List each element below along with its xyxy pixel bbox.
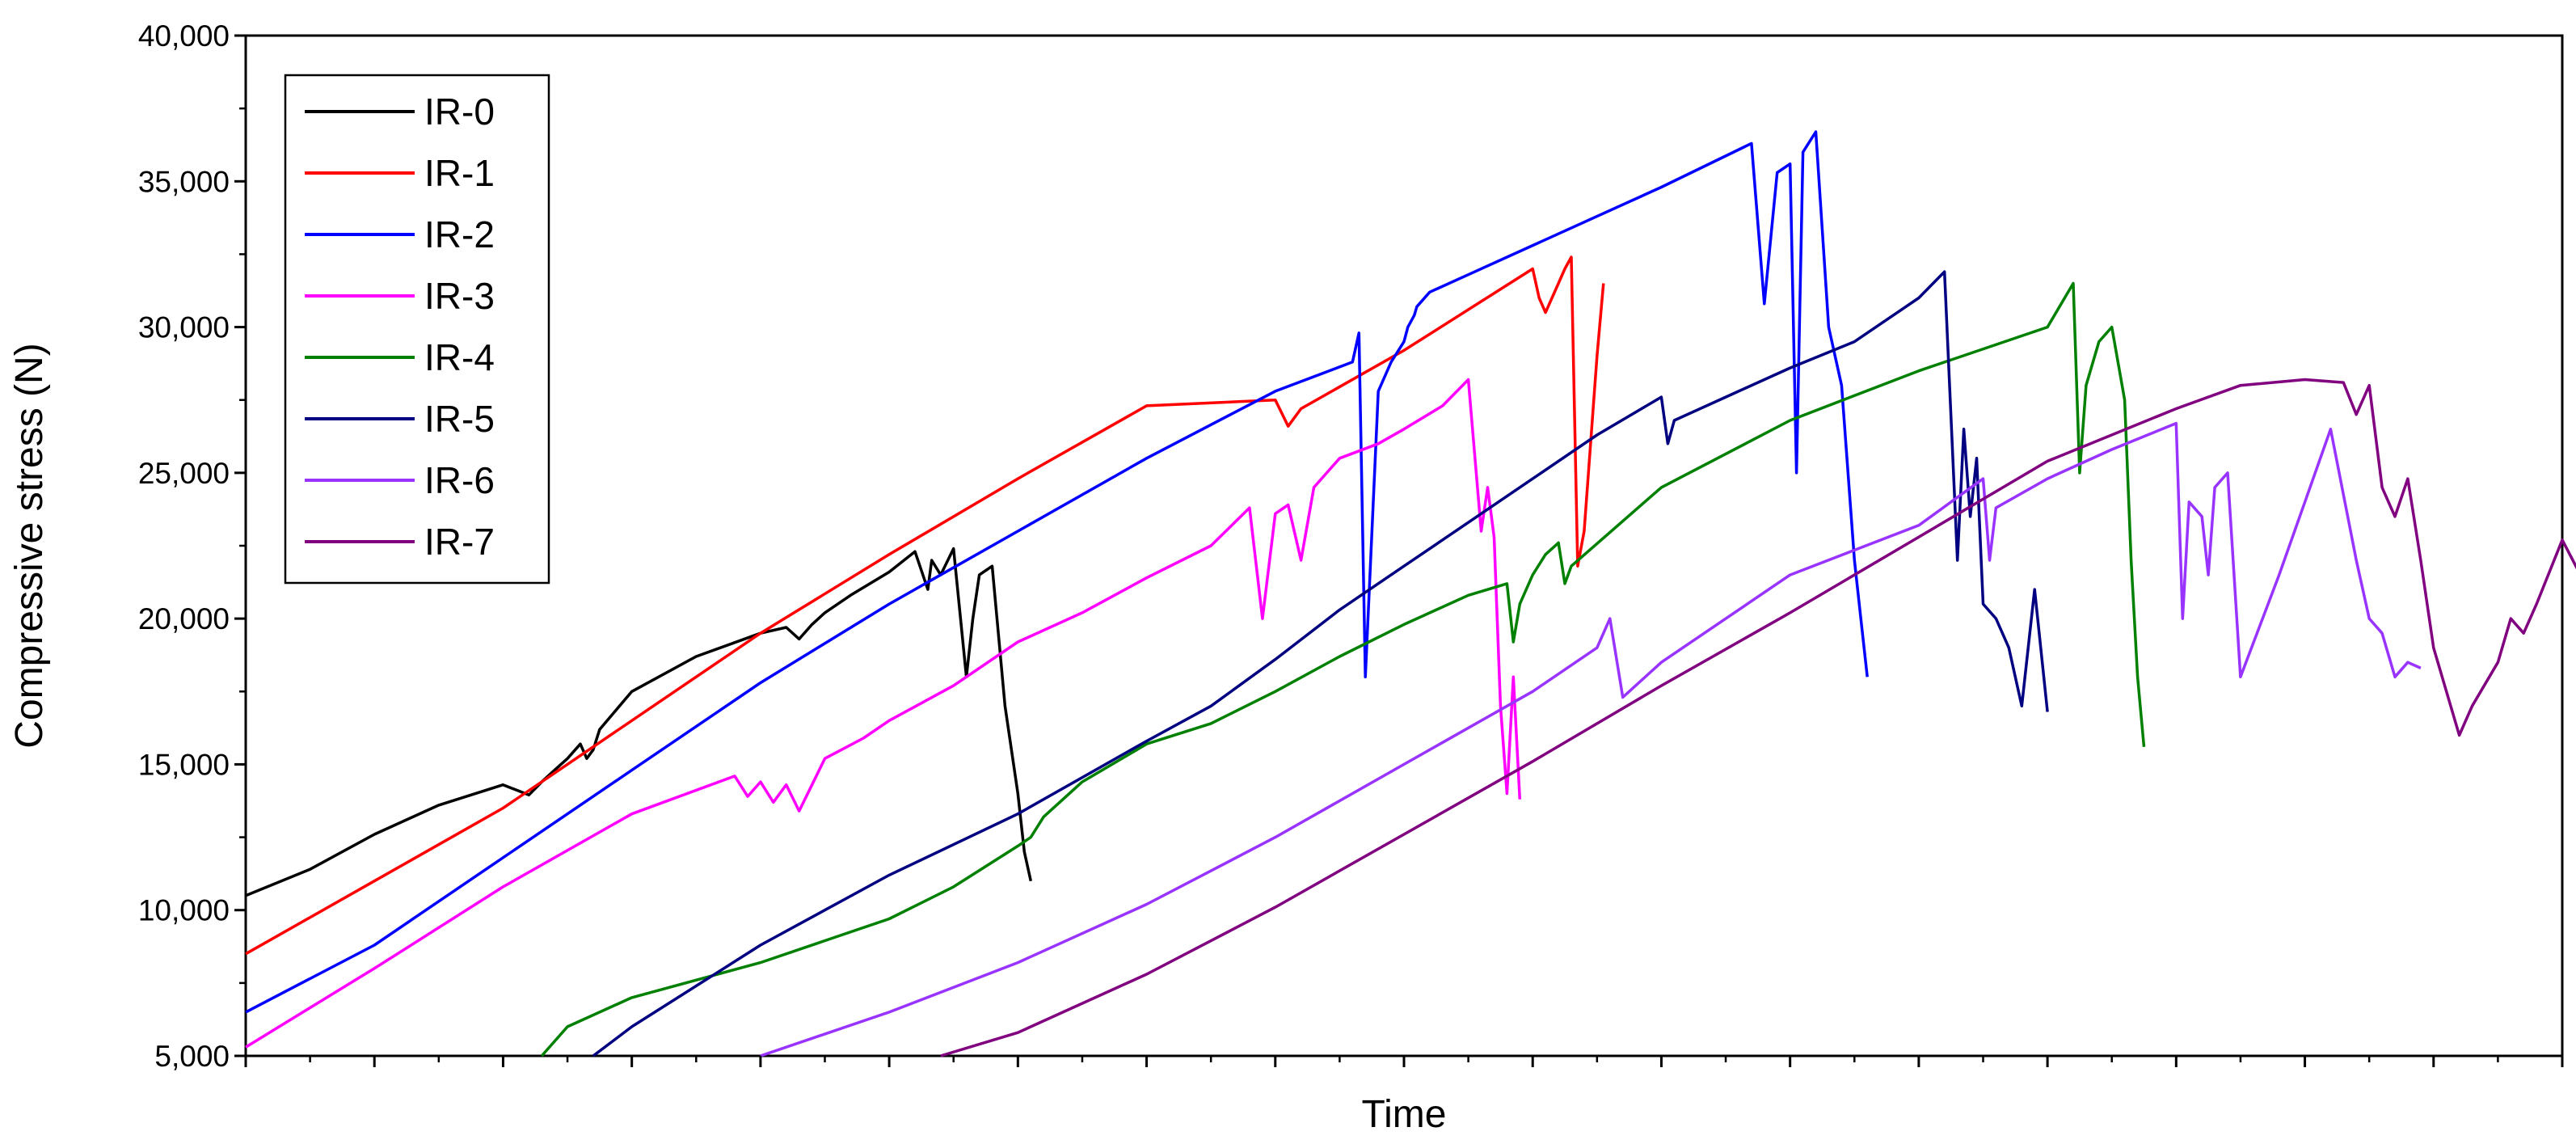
- y-tick-label: 20,000: [138, 602, 230, 635]
- y-axis-title: Compressive stress (N): [8, 343, 51, 748]
- legend-label: IR-3: [424, 275, 495, 317]
- series-line-ir-3: [245, 378, 1522, 1049]
- legend-label: IR-2: [424, 213, 495, 255]
- series-line-ir-4: [540, 281, 2146, 1057]
- y-tick-label: 35,000: [138, 165, 230, 198]
- legend-label: IR-1: [424, 152, 495, 194]
- legend-label: IR-7: [424, 521, 495, 563]
- legend: IR-0 IR-1 IR-2 IR-3 IR-4 IR-5 IR-6 IR-7: [284, 74, 550, 585]
- legend-label: IR-0: [424, 91, 495, 133]
- y-tick-label: 10,000: [138, 894, 230, 927]
- x-axis-title: Time: [1362, 1093, 1447, 1136]
- plot-frame: [244, 34, 2564, 1057]
- plot-area: [244, 34, 2576, 1057]
- y-tick-label: 25,000: [138, 457, 230, 490]
- series-line-ir-0: [245, 547, 1033, 897]
- series-line-ir-5: [592, 270, 2049, 1057]
- legend-box: [284, 74, 550, 585]
- legend-label: IR-5: [424, 398, 495, 440]
- legend-label: IR-4: [424, 336, 495, 378]
- series-line-ir-6: [760, 421, 2422, 1057]
- y-tick-label: 30,000: [138, 311, 230, 344]
- x-axis: [244, 1056, 2564, 1067]
- series-line-ir-2: [245, 130, 1869, 1014]
- y-tick-label: 15,000: [138, 748, 230, 781]
- series-layer: [245, 130, 2576, 1057]
- legend-label: IR-6: [424, 459, 495, 501]
- y-tick-label: 40,000: [138, 19, 230, 53]
- y-tick-label: 5,000: [154, 1040, 230, 1073]
- series-line-ir-1: [245, 255, 1605, 956]
- y-axis: 5,000 10,000 15,000 20,000 25,000 30,000 35,00…: [138, 19, 246, 1073]
- series-line-ir-7: [940, 378, 2576, 1057]
